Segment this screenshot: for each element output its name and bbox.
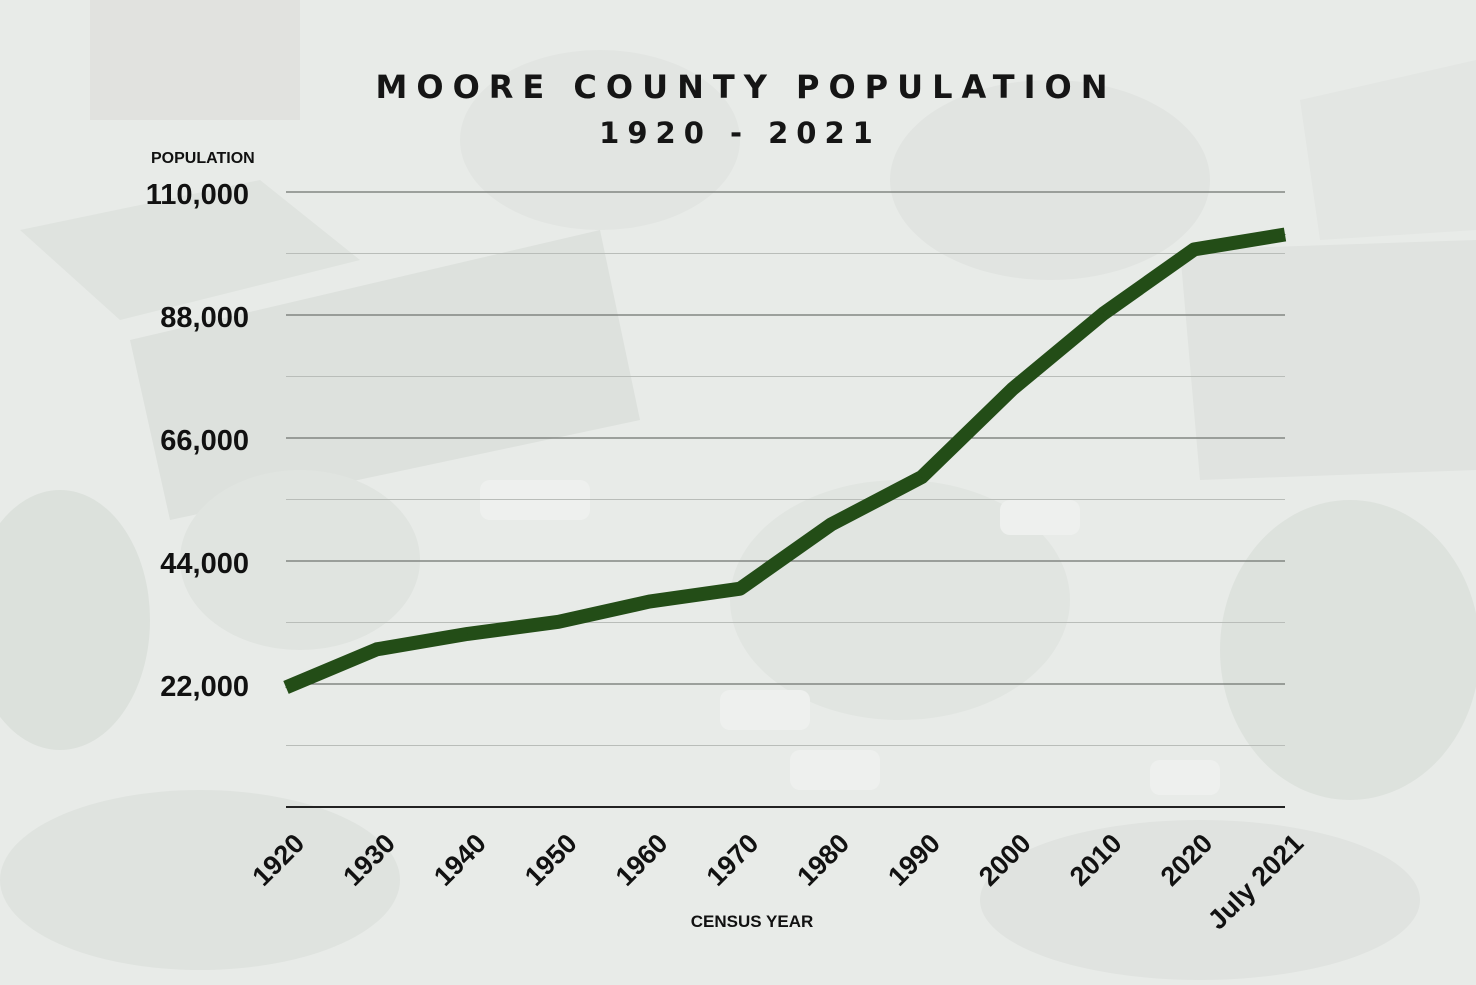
x-tick-label: 1970: [701, 828, 765, 892]
data-point: [1102, 313, 1104, 315]
x-tick-label: 1940: [428, 828, 492, 892]
data-point: [557, 621, 559, 623]
data-point: [739, 588, 741, 590]
x-axis-label: CENSUS YEAR: [691, 912, 814, 931]
y-tick-label: 44,000: [160, 548, 249, 580]
x-tick-label: 1950: [519, 828, 583, 892]
y-axis-label: POPULATION: [151, 150, 255, 167]
data-point: [1012, 388, 1014, 390]
y-tick-label: 22,000: [160, 671, 249, 703]
x-tick-label: 2000: [973, 828, 1037, 892]
x-tick-label: 2010: [1064, 828, 1128, 892]
data-point: [285, 686, 287, 688]
data-point: [830, 524, 832, 526]
x-tick-label: 1990: [882, 828, 946, 892]
x-tick-label: 1980: [791, 828, 855, 892]
y-tick-label: 88,000: [160, 302, 249, 334]
data-point: [921, 476, 923, 478]
chart-subtitle: 1920 - 2021: [599, 116, 881, 150]
y-tick-labels: 22,000 44,000 66,000 88,000 110,000: [146, 179, 249, 703]
chart-title: MOORE COUNTY POPULATION: [376, 68, 1117, 106]
data-point: [376, 648, 378, 650]
data-point: [467, 633, 469, 635]
x-tick-label: 1960: [610, 828, 674, 892]
x-tick-label: July 2021: [1202, 828, 1309, 935]
grid-lines: [286, 191, 1285, 808]
data-point: [1193, 248, 1195, 250]
y-tick-label: 66,000: [160, 425, 249, 457]
data-point: [1284, 234, 1286, 236]
x-tick-label: 1920: [247, 828, 311, 892]
y-tick-label: 110,000: [146, 179, 249, 211]
x-tick-label: 2020: [1155, 828, 1219, 892]
data-points: [285, 234, 1286, 688]
population-series-line: [283, 227, 1287, 694]
data-point: [648, 601, 650, 603]
x-tick-label: 1930: [337, 828, 401, 892]
